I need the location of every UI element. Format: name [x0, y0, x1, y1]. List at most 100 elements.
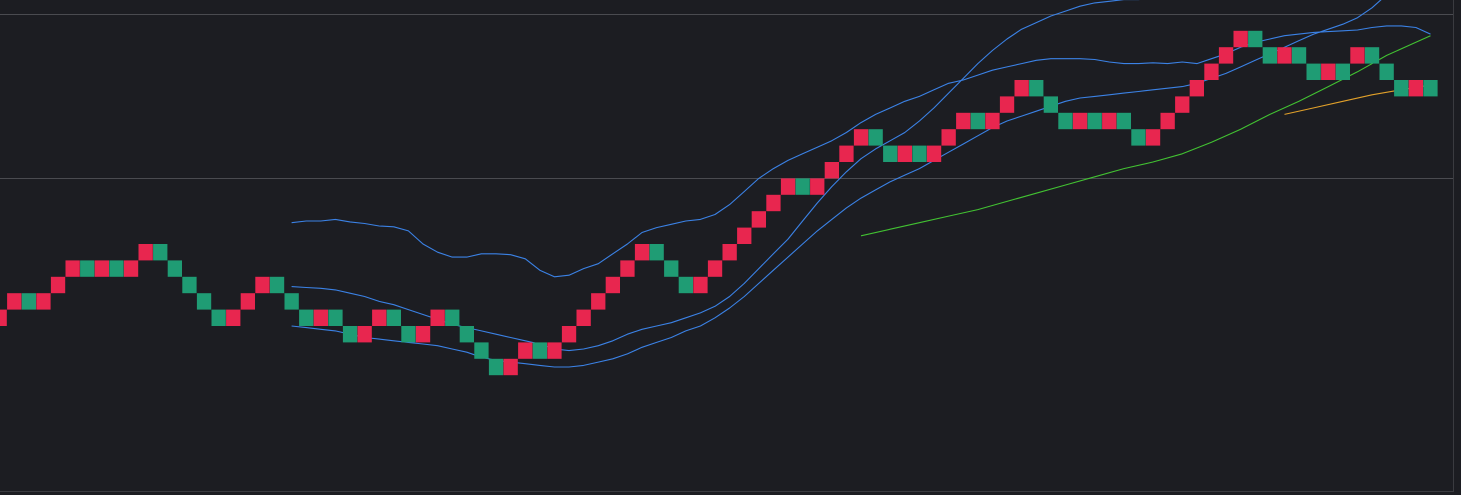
- renko-brick-red: [1408, 80, 1423, 97]
- renko-brick-red: [839, 145, 854, 162]
- renko-brick-red: [357, 326, 372, 343]
- renko-brick-red: [94, 260, 109, 277]
- renko-brick-green: [21, 293, 36, 310]
- renko-brick-green: [1394, 80, 1409, 97]
- renko-brick-red: [255, 276, 270, 294]
- renko-brick-green: [1379, 63, 1394, 80]
- renko-brick-green: [167, 260, 182, 277]
- renko-brick-red: [824, 162, 839, 179]
- renko-brick-red: [853, 129, 869, 146]
- renko-brick-red: [372, 309, 387, 326]
- renko-brick-red: [226, 309, 241, 326]
- renko-brick-red: [926, 145, 942, 162]
- renko-brick-red: [722, 244, 737, 261]
- renko-brick-red: [620, 260, 635, 277]
- renko-brick-green: [299, 309, 314, 326]
- renko-brick-green: [664, 260, 679, 277]
- renko-brick-green: [182, 276, 197, 294]
- renko-brick-red: [591, 293, 606, 310]
- renko-brick-green: [1131, 129, 1146, 146]
- renko-brick-green: [284, 293, 299, 310]
- renko-brick-green: [868, 129, 883, 146]
- renko-brick-green: [80, 260, 95, 277]
- renko-brick-green: [1306, 63, 1321, 80]
- renko-brick-green: [912, 145, 927, 162]
- renko-brick-red: [1160, 112, 1175, 130]
- renko-brick-red: [138, 244, 153, 261]
- renko-brick-green: [1423, 80, 1438, 97]
- renko-brick-green: [488, 358, 504, 376]
- renko-brick-red: [985, 112, 1000, 130]
- renko-brick-green: [386, 309, 401, 326]
- renko-brick-red: [0, 309, 7, 326]
- renko-brick-red: [1321, 63, 1336, 80]
- renko-brick-red: [1189, 80, 1204, 97]
- renko-brick-red: [1102, 112, 1117, 130]
- renko-brick-green: [474, 342, 489, 359]
- renko-brick-red: [897, 145, 912, 162]
- renko-brick-red: [576, 309, 591, 326]
- renko-brick-red: [707, 260, 723, 277]
- renko-bricks: [0, 30, 1438, 376]
- renko-brick-green: [269, 276, 285, 294]
- renko-brick-green: [1058, 112, 1073, 130]
- renko-brick-green: [328, 309, 343, 326]
- renko-brick-green: [678, 276, 693, 294]
- renko-brick-red: [313, 309, 328, 326]
- renko-brick-red: [7, 293, 22, 310]
- renko-brick-red: [1233, 30, 1248, 48]
- renko-brick-green: [1364, 47, 1380, 64]
- renko-brick-red: [430, 309, 445, 326]
- renko-brick-red: [766, 194, 781, 212]
- renko-brick-green: [211, 309, 226, 326]
- horizontal-gridlines: [0, 14, 1453, 179]
- renko-brick-green: [109, 260, 124, 277]
- renko-brick-red: [36, 293, 51, 310]
- renko-brick-red: [123, 260, 139, 277]
- renko-brick-red: [1277, 47, 1292, 64]
- renko-brick-red: [518, 342, 533, 359]
- renko-brick-green: [795, 178, 810, 195]
- renko-brick-green: [1043, 96, 1058, 113]
- renko-brick-green: [1335, 63, 1350, 80]
- renko-brick-red: [780, 178, 796, 195]
- renko-brick-green: [1248, 30, 1263, 48]
- renko-brick-green: [532, 342, 547, 359]
- renko-brick-green: [1116, 112, 1131, 130]
- renko-brick-red: [956, 112, 971, 130]
- renko-brick-red: [1072, 112, 1088, 130]
- renko-brick-red: [561, 326, 577, 343]
- renko-brick-green: [970, 112, 985, 130]
- renko-brick-red: [634, 244, 650, 261]
- renko-brick-red: [547, 342, 562, 359]
- renko-brick-red: [941, 129, 956, 146]
- renko-brick-red: [810, 178, 825, 195]
- renko-brick-red: [693, 276, 708, 294]
- renko-brick-green: [1029, 80, 1044, 97]
- renko-brick-green: [196, 293, 212, 310]
- renko-brick-green: [401, 326, 416, 343]
- renko-brick-red: [1350, 47, 1365, 64]
- renko-brick-green: [649, 244, 664, 261]
- renko-brick-green: [1087, 112, 1102, 130]
- renko-brick-green: [883, 145, 898, 162]
- renko-brick-red: [503, 358, 518, 376]
- renko-brick-green: [153, 244, 168, 261]
- renko-brick-red: [1204, 63, 1219, 80]
- renko-brick-green: [1262, 47, 1277, 64]
- renko-brick-green: [445, 309, 460, 326]
- renko-brick-red: [415, 326, 431, 343]
- bb-middle-line: [291, 0, 1140, 352]
- renko-brick-red: [737, 227, 752, 244]
- bb-upper-line: [291, 25, 1431, 278]
- renko-brick-red: [751, 211, 766, 228]
- renko-brick-red: [240, 293, 255, 310]
- renko-brick-red: [605, 276, 620, 294]
- renko-brick-red: [1218, 47, 1234, 64]
- renko-brick-red: [50, 276, 66, 294]
- renko-brick-red: [1175, 96, 1190, 113]
- renko-brick-green: [342, 326, 358, 343]
- renko-brick-red: [1014, 80, 1029, 97]
- renko-brick-red: [1145, 129, 1161, 146]
